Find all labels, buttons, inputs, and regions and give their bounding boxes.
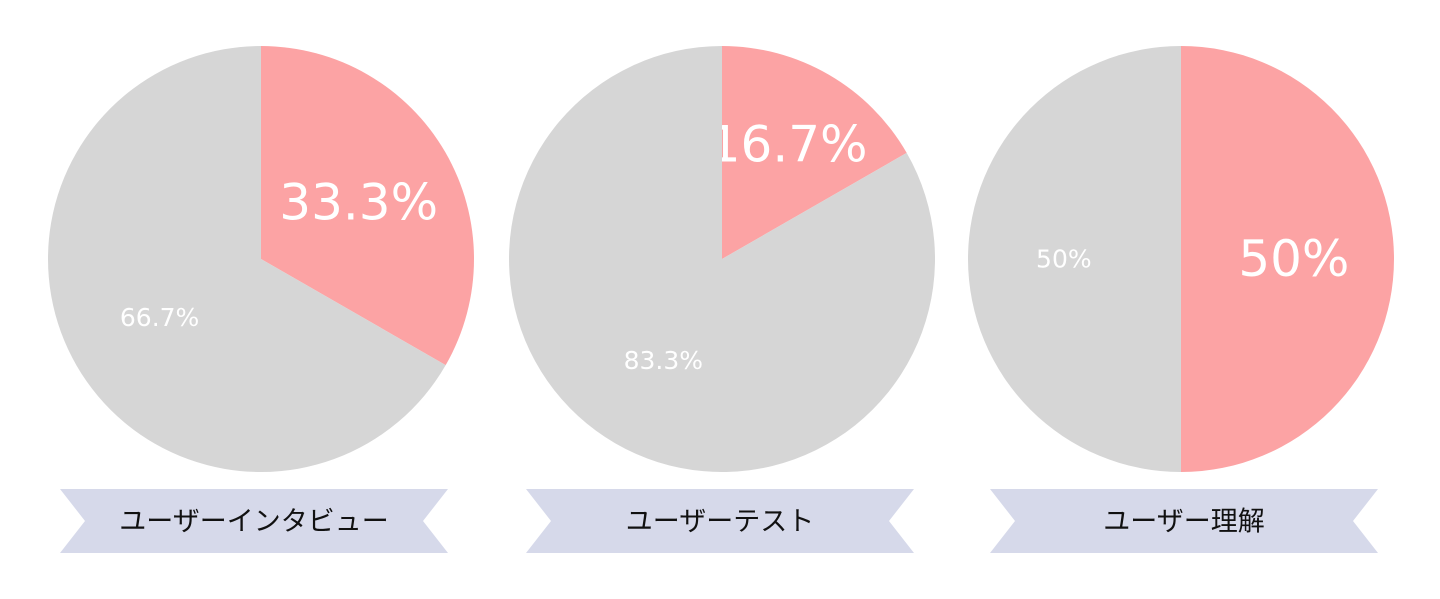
slice-label: 66.7%: [120, 303, 199, 332]
pie-slice: [968, 46, 1181, 472]
slice-label: 16.7%: [709, 116, 868, 174]
pie-slice: [261, 46, 475, 366]
slice-label: 33.3%: [279, 173, 438, 231]
pie-slice: [722, 46, 907, 259]
chart-title: ユーザー理解: [1103, 507, 1264, 538]
slice-label: 50%: [1238, 230, 1349, 288]
ribbon-banner: [990, 489, 1378, 553]
pie-slice: [1181, 46, 1394, 472]
slice-label: 50%: [1036, 245, 1092, 274]
pie-slice: [48, 45, 446, 473]
ribbon-banner: [60, 489, 448, 553]
pie-slice: [509, 46, 935, 472]
slice-label: 83.3%: [624, 346, 703, 375]
chart-title: ユーザーテスト: [626, 507, 814, 538]
ribbon-banner: [526, 489, 914, 553]
chart-title: ユーザーインタビュー: [119, 507, 388, 538]
